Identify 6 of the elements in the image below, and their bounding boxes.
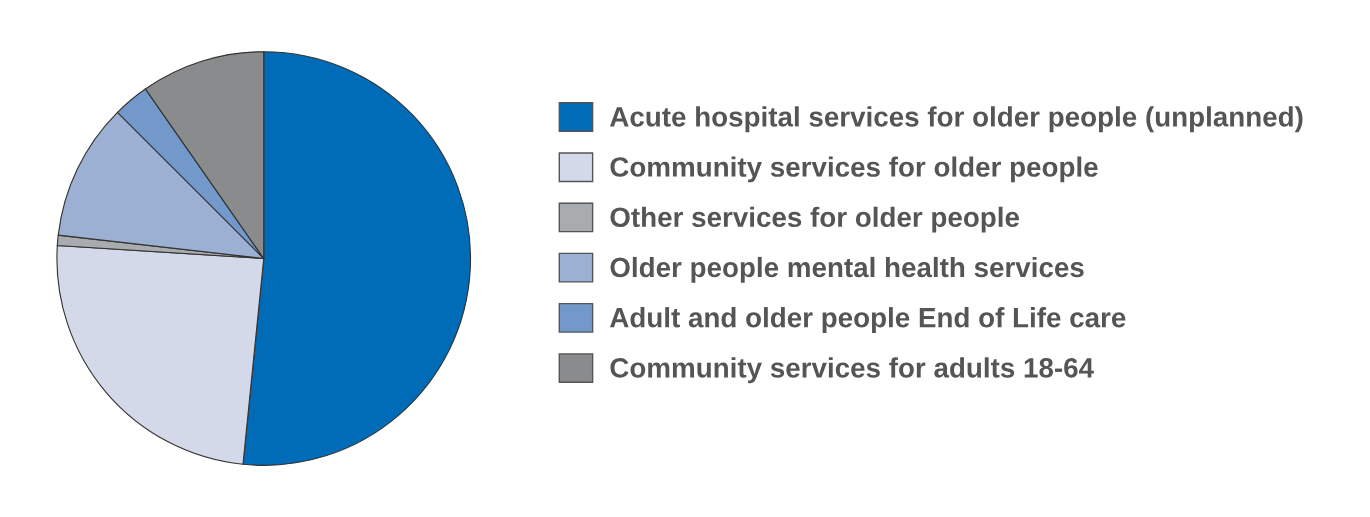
legend-label: Acute hospital services for older people (unplanned) [609,106,1303,133]
legend-label: Other services for older people [610,206,1019,233]
legend-label: Older people mental health services [610,256,1084,283]
legend-label: Community services for older people [610,156,1098,183]
legend-label: Community services for adults 18-64 [610,357,1094,384]
legend-label: Adult and older people End of Life care [609,307,1126,333]
